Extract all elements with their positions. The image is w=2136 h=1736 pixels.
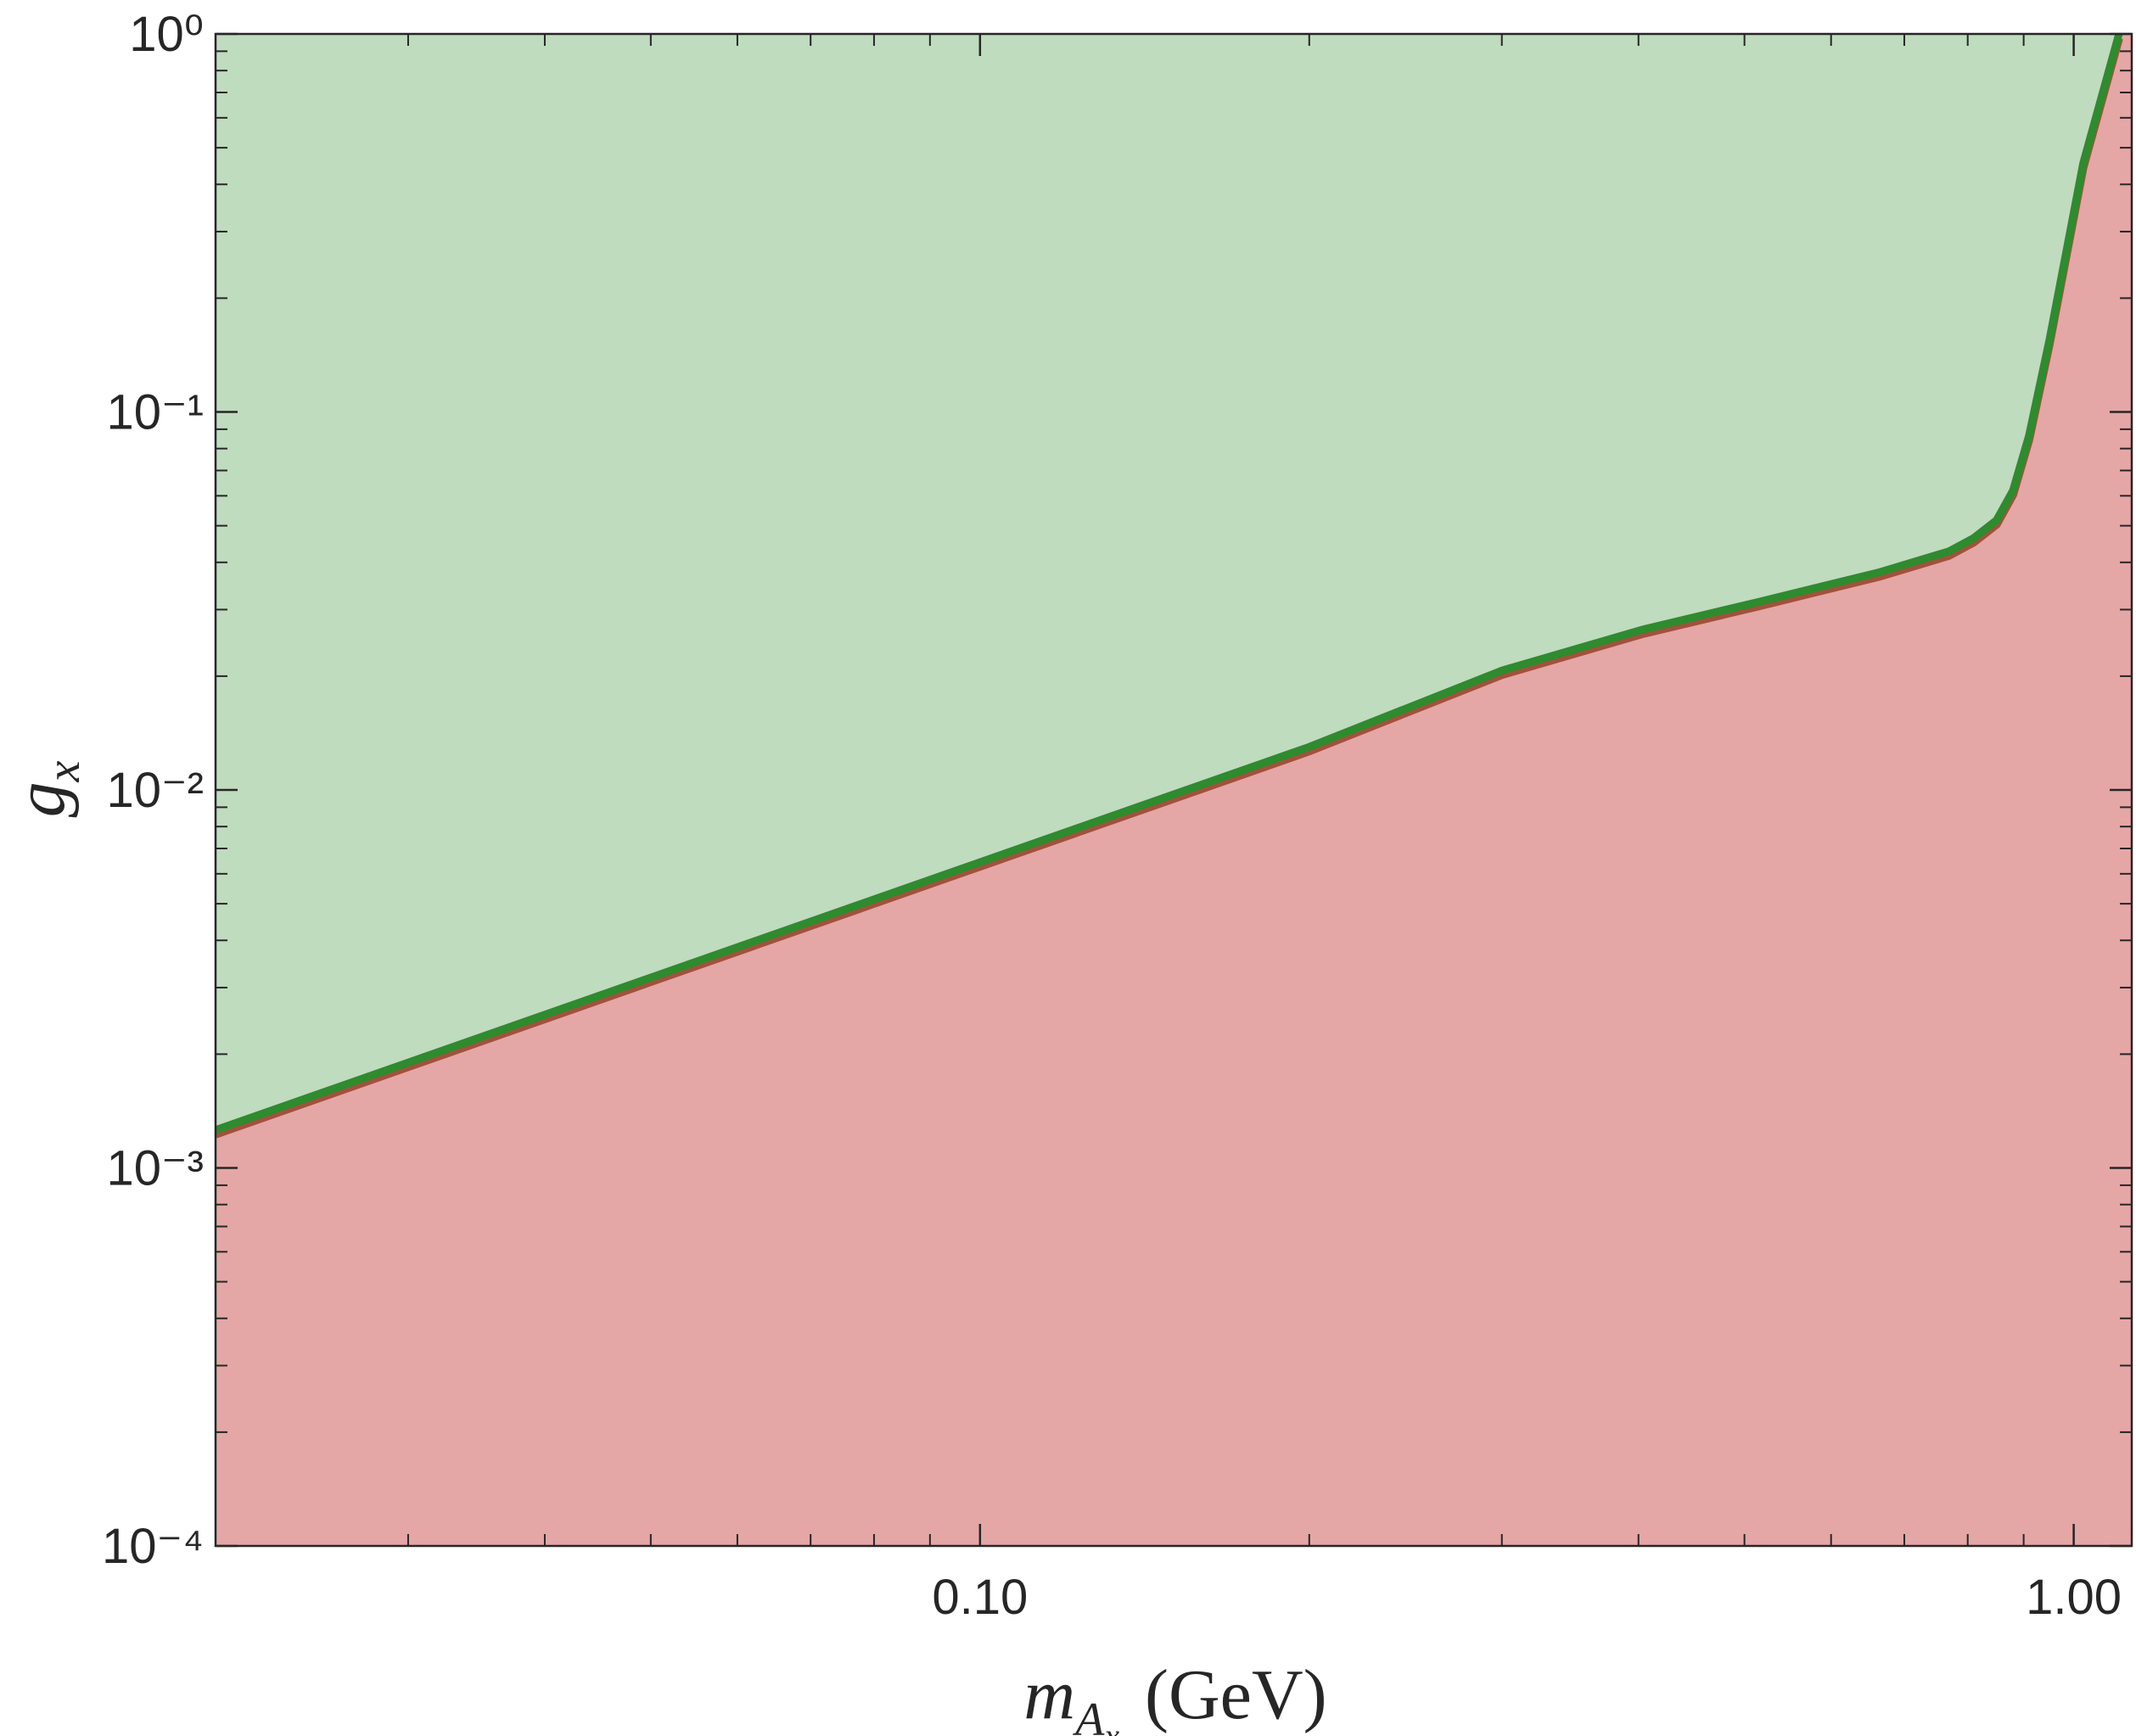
y-label-symbol: g — [1, 781, 80, 817]
y-tick-label: 10⁻⁴ — [102, 1519, 204, 1574]
x-tick-label: 0.10 — [932, 1570, 1028, 1625]
y-tick-label: 10⁰ — [129, 7, 204, 62]
x-axis-label: mAx (GeV) — [1023, 1655, 1326, 1736]
plot-area — [216, 34, 2132, 1546]
x-label-sub: A — [1072, 1694, 1105, 1736]
plot-frame — [214, 32, 2133, 1548]
y-tick-label: 10⁻³ — [107, 1141, 204, 1196]
y-label-sub: x — [37, 760, 90, 782]
x-label-symbol: m — [1023, 1655, 1075, 1734]
x-tick-label: 1.00 — [2026, 1570, 2122, 1625]
y-axis-label: gx — [1, 760, 90, 817]
x-label-subsub: x — [1103, 1716, 1119, 1736]
y-tick-label: 10⁻² — [107, 763, 204, 818]
y-tick-label: 10⁻¹ — [107, 385, 204, 440]
x-label-unit: (GeV) — [1145, 1655, 1327, 1734]
area-above — [216, 34, 2119, 1130]
boundary-line — [216, 34, 2123, 1134]
area-below — [216, 34, 2132, 1546]
